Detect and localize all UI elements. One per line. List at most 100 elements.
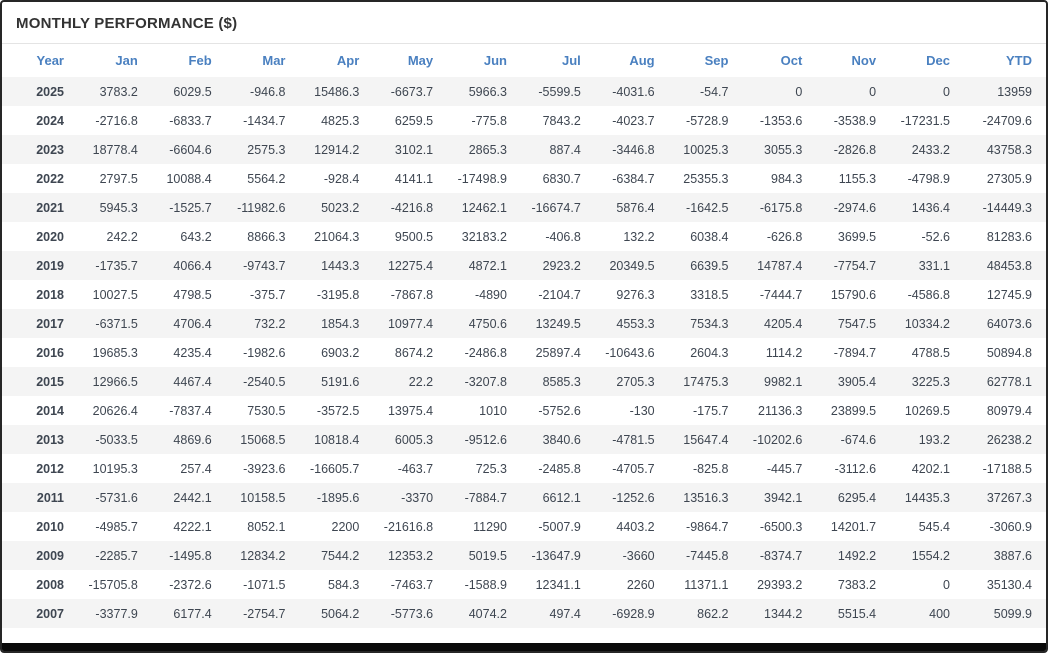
value-cell: 3942.1 <box>764 490 803 505</box>
table-row-2009: 2009 -2285.7 -1495.8 12834.2 7544.2 12353.2 50… <box>2 541 1046 570</box>
value-cell: -3538.9 <box>833 113 877 128</box>
value-cell: 5515.4 <box>837 606 877 621</box>
value-cell: 3699.5 <box>837 229 877 244</box>
table-row-2012: 2012 10195.3 257.4 -3923.6 -16605.7 -463.7 725… <box>2 454 1046 483</box>
value-cell: 257.4 <box>180 461 212 476</box>
table-row-2014: 2014 20626.4 -7837.4 7530.5 -3572.5 13975.4 10… <box>2 396 1046 425</box>
year-cell: 2016 <box>36 345 64 360</box>
value-cell: -3195.8 <box>316 287 360 302</box>
value-cell: -4890 <box>474 287 507 302</box>
year-cell: 2023 <box>36 142 64 157</box>
value-cell: -375.7 <box>250 287 286 302</box>
value-cell: -7754.7 <box>833 258 877 273</box>
year-cell: 2007 <box>36 606 64 621</box>
value-cell: 1554.2 <box>911 548 950 563</box>
value-cell: 10027.5 <box>92 287 138 302</box>
value-cell: 14435.3 <box>904 490 950 505</box>
value-cell: -130 <box>629 403 655 418</box>
year-cell: 2019 <box>36 258 64 273</box>
value-cell: 5064.2 <box>321 606 360 621</box>
value-cell: 15647.4 <box>683 432 729 447</box>
value-cell: 6029.5 <box>173 84 212 99</box>
value-cell: 21136.3 <box>758 403 803 418</box>
value-cell: -8374.7 <box>759 548 803 563</box>
value-cell: 584.3 <box>328 577 360 592</box>
value-cell: -4781.5 <box>612 432 655 447</box>
table-row-2011: 2011 -5731.6 2442.1 10158.5 -1895.6 -3370 -788… <box>2 483 1046 512</box>
value-cell: -1982.6 <box>243 345 286 360</box>
value-cell: 7544.2 <box>321 548 360 563</box>
value-cell: -5731.6 <box>95 490 138 505</box>
table-row-2015: 2015 12966.5 4467.4 -2540.5 5191.6 22.2 -3207.… <box>2 367 1046 396</box>
value-cell: 4205.4 <box>764 316 803 331</box>
value-cell: 9982.1 <box>764 374 803 389</box>
value-cell: 6005.3 <box>394 432 434 447</box>
value-cell: 12966.5 <box>92 374 138 389</box>
value-cell: -4023.7 <box>612 113 655 128</box>
value-cell: 3840.6 <box>542 432 581 447</box>
value-cell: -2540.5 <box>243 374 286 389</box>
value-cell: -2372.6 <box>169 577 212 592</box>
value-cell: 2200 <box>331 519 360 534</box>
value-cell: 2442.1 <box>173 490 212 505</box>
value-cell: 13516.3 <box>683 490 729 505</box>
value-cell: 725.3 <box>475 461 507 476</box>
value-cell: -17188.5 <box>982 461 1032 476</box>
value-cell: 4235.4 <box>173 345 212 360</box>
year-cell: 2010 <box>36 519 64 534</box>
value-cell: 50894.8 <box>986 345 1032 360</box>
value-cell: -3572.5 <box>316 403 360 418</box>
value-cell: -5773.6 <box>390 606 434 621</box>
value-cell: 20626.4 <box>92 403 138 418</box>
value-cell: -2486.8 <box>464 345 507 360</box>
value-cell: 4798.5 <box>173 287 212 302</box>
value-cell: 4706.4 <box>173 316 212 331</box>
value-cell: -1071.5 <box>243 577 286 592</box>
value-cell: -2104.7 <box>538 287 581 302</box>
value-cell: 4825.3 <box>321 113 360 128</box>
value-cell: 10334.2 <box>904 316 950 331</box>
value-cell: 6177.4 <box>173 606 212 621</box>
value-cell: 10977.4 <box>387 316 434 331</box>
value-cell: 862.2 <box>697 606 729 621</box>
value-cell: -175.7 <box>693 403 729 418</box>
value-cell: 3783.2 <box>99 84 138 99</box>
value-cell: -3370 <box>401 490 434 505</box>
value-cell: 4553.3 <box>616 316 655 331</box>
column-header-feb: Feb <box>188 53 212 68</box>
table-row-2025: 2025 3783.2 6029.5 -946.8 15486.3 -6673.7 5966… <box>2 77 1046 106</box>
value-cell: 37267.3 <box>986 490 1032 505</box>
value-cell: 1492.2 <box>837 548 877 563</box>
value-cell: -6928.9 <box>612 606 655 621</box>
value-cell: 2575.3 <box>247 142 286 157</box>
value-cell: 732.2 <box>254 316 286 331</box>
value-cell: 3225.3 <box>911 374 950 389</box>
value-cell: 6259.5 <box>394 113 434 128</box>
column-header-jul: Jul <box>562 53 581 68</box>
value-cell: -4705.7 <box>612 461 655 476</box>
value-cell: 19685.3 <box>92 345 138 360</box>
column-header-nov: Nov <box>851 53 877 68</box>
value-cell: 5191.6 <box>321 374 360 389</box>
table-row-2010: 2010 -4985.7 4222.1 8052.1 2200 -21616.8 11290… <box>2 512 1046 541</box>
value-cell: 5564.2 <box>247 171 286 186</box>
value-cell: 48453.8 <box>986 258 1032 273</box>
column-header-sep: Sep <box>704 53 729 68</box>
header-row: Year Jan Feb Mar Apr May Jun Jul Aug Sep Oct Nov Dec… <box>2 44 1046 77</box>
table-row-2021: 2021 5945.3 -1525.7 -11982.6 5023.2 -4216.8 12… <box>2 193 1046 222</box>
value-cell: 7843.2 <box>542 113 581 128</box>
value-cell: 5019.5 <box>468 548 507 563</box>
value-cell: -3660 <box>622 548 655 563</box>
value-cell: -2974.6 <box>833 200 877 215</box>
value-cell: -17498.9 <box>457 171 507 186</box>
table-row-2007: 2007 -3377.9 6177.4 -2754.7 5064.2 -5773.6 407… <box>2 599 1046 628</box>
value-cell: 0 <box>943 84 950 99</box>
value-cell: -775.8 <box>471 113 507 128</box>
value-cell: -7894.7 <box>833 345 877 360</box>
value-cell: 81283.6 <box>986 229 1032 244</box>
value-cell: 2865.3 <box>468 142 507 157</box>
value-cell: 4788.5 <box>911 345 950 360</box>
column-header-jun: Jun <box>483 53 507 68</box>
value-cell: 25897.4 <box>535 345 581 360</box>
table-row-2022: 2022 2797.5 10088.4 5564.2 -928.4 4141.1 -1749… <box>2 164 1046 193</box>
